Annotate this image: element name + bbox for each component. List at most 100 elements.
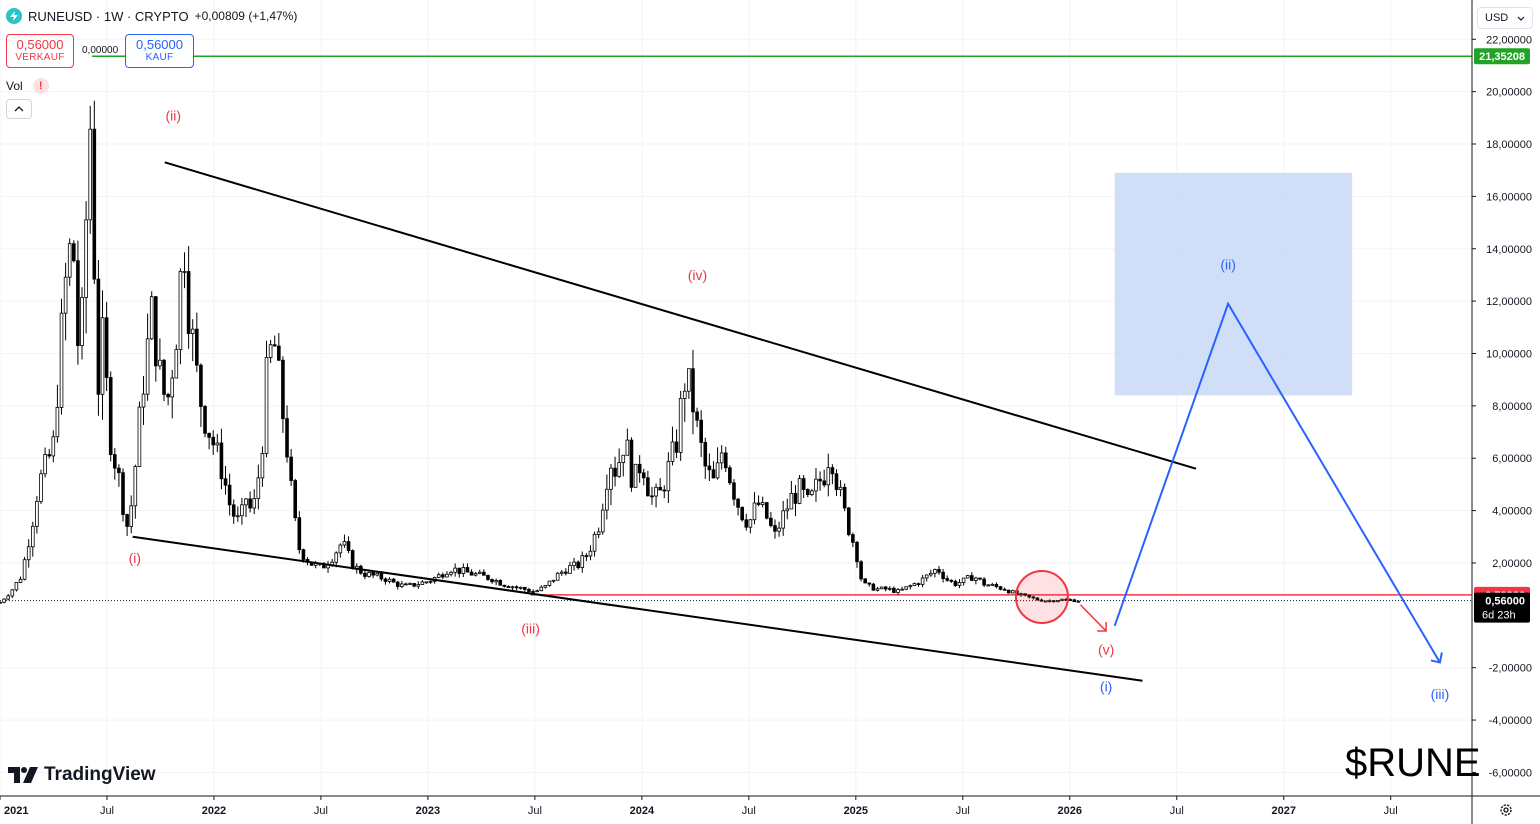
candle-body	[76, 260, 80, 347]
candle-body	[268, 344, 273, 358]
candle-body	[723, 452, 728, 469]
candle-body	[633, 463, 638, 488]
target-zone-box[interactable]	[1114, 172, 1353, 396]
candle-body	[969, 575, 974, 581]
candle-body	[141, 393, 146, 408]
candle-body	[502, 584, 507, 587]
candle-body	[830, 467, 835, 475]
candle-body	[658, 486, 662, 491]
candle-body	[80, 297, 84, 347]
candle-body	[473, 573, 478, 576]
wave-label: (iii)	[521, 621, 540, 637]
thorchain-logo-icon	[6, 8, 22, 24]
symbol-title[interactable]: RUNEUSD · 1W · CRYPTO	[28, 8, 189, 24]
projection-arrowhead	[1430, 652, 1443, 664]
candle-body	[1006, 589, 1011, 594]
candle-body	[818, 478, 822, 482]
x-tick-label: Jul	[528, 805, 542, 817]
candle-body	[764, 502, 769, 519]
candle-body	[896, 589, 900, 593]
candle-body	[646, 477, 650, 497]
candle-body	[408, 583, 412, 585]
x-tick-label: 2022	[202, 805, 226, 817]
sell-button[interactable]: 0,56000 VERKAUF	[6, 34, 74, 68]
candle-body	[1068, 599, 1073, 601]
wave-label: (ii)	[166, 107, 182, 123]
wave-label: (v)	[1098, 642, 1114, 658]
candle-body	[711, 469, 716, 479]
price-axis[interactable]: 22,00000 20,00000 18,00000 16,00000 14,00000…	[1472, 34, 1532, 779]
candle-body	[543, 584, 548, 588]
candle-body	[990, 583, 995, 586]
candle-body	[953, 580, 958, 586]
candle-body	[1043, 600, 1048, 603]
candle-body	[629, 439, 634, 488]
candle-body	[961, 577, 966, 583]
candle-body	[219, 442, 224, 480]
warning-icon[interactable]: !	[32, 78, 49, 94]
y-tick-label: 6,00000	[1492, 453, 1532, 465]
tradingview-logo-icon	[8, 767, 38, 783]
candle-body	[96, 278, 101, 395]
candle-body	[785, 508, 790, 512]
candle-body	[154, 296, 158, 367]
candle-body	[174, 349, 179, 379]
candle-body	[904, 586, 908, 590]
projection-path[interactable]	[1113, 301, 1441, 663]
candle-body	[547, 580, 552, 586]
candle-body	[641, 472, 646, 479]
candle-body	[691, 368, 695, 413]
candle-body	[190, 328, 195, 334]
candle-body	[92, 128, 97, 280]
candle-body	[248, 498, 252, 509]
candle-body	[445, 573, 449, 578]
candle-body	[617, 462, 621, 477]
collapse-legend-button[interactable]	[6, 99, 32, 119]
trendlines[interactable]	[132, 161, 1197, 682]
x-tick-label: 2025	[844, 805, 868, 817]
candle-body	[625, 439, 630, 456]
candle-body	[166, 394, 170, 398]
buy-button[interactable]: 0,56000 KAUF	[125, 34, 194, 68]
candle-body	[6, 595, 11, 600]
symbol-header: RUNEUSD · 1W · CRYPTO +0,00809 (+1,47%)	[6, 8, 297, 24]
candle-body	[609, 467, 613, 490]
currency-button[interactable]: USD	[1477, 7, 1533, 29]
wave-label: (iii)	[1431, 686, 1450, 702]
candle-body	[687, 368, 691, 392]
candle-body	[908, 585, 913, 588]
candle-body	[383, 578, 388, 582]
candle-body	[699, 419, 703, 443]
time-axis[interactable]: 2021 Jul 2022 Jul 2023 Jul 2024 Jul 2025 Jul 2026 J…	[0, 796, 1398, 817]
candle-body	[486, 574, 490, 580]
tradingview-logo[interactable]: TradingView	[8, 764, 156, 786]
candle-body	[564, 571, 568, 574]
candle-body	[227, 484, 232, 506]
candle-body	[375, 572, 380, 576]
highlight-circle[interactable]	[1014, 570, 1069, 624]
candle-body	[1019, 593, 1023, 596]
candle-body	[26, 546, 31, 561]
candle-body	[978, 577, 982, 580]
candle-body	[195, 328, 199, 366]
y-tick-label: 22,00000	[1486, 34, 1532, 46]
volume-indicator[interactable]: Vol !	[6, 78, 49, 94]
candle-body	[1076, 600, 1081, 603]
candle-body	[732, 482, 736, 500]
candle-body	[416, 584, 421, 587]
candle-body	[883, 586, 888, 590]
candle-body	[1027, 594, 1032, 598]
x-tick-label: Jul	[100, 805, 114, 817]
candle-body	[441, 574, 445, 578]
candle-body	[875, 588, 880, 591]
candle-body	[428, 580, 433, 583]
candle-body	[531, 591, 535, 593]
x-tick-label: Jul	[956, 805, 970, 817]
candle-body	[588, 550, 593, 557]
candle-body	[855, 541, 859, 563]
candle-body	[584, 555, 589, 558]
candle-body	[277, 345, 281, 361]
settings-gear-icon[interactable]	[1496, 800, 1516, 820]
candle-body	[22, 559, 27, 580]
